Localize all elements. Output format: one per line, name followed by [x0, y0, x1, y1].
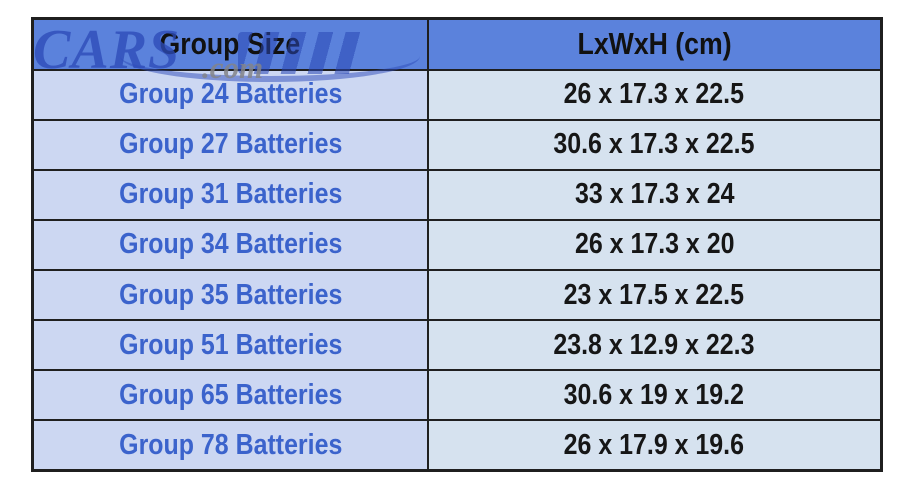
group-cell: Group 51 Batteries [31, 319, 429, 372]
table-row: Group 31 Batteries 33 x 17.3 x 24 [31, 168, 883, 221]
table-row: Group 78 Batteries 26 x 17.9 x 19.6 [31, 419, 883, 472]
dims-value: 30.6 x 19 x 19.2 [564, 378, 745, 411]
table-row: Group 24 Batteries 26 x 17.3 x 22.5 [31, 68, 883, 121]
table-row: Group 34 Batteries 26 x 17.3 x 20 [31, 218, 883, 272]
group-cell: Group 35 Batteries [31, 268, 429, 322]
dims-value: 30.6 x 17.3 x 22.5 [553, 128, 755, 161]
group-label: Group 24 Batteries [118, 78, 342, 111]
header-row: Group Size LxWxH (cm) [31, 17, 883, 71]
column-header-dimensions: LxWxH (cm) [426, 17, 883, 71]
group-label: Group 27 Batteries [118, 128, 342, 161]
column-header-group-size: Group Size [31, 17, 429, 71]
group-label: Group 78 Batteries [118, 428, 342, 461]
dims-value: 23.8 x 12.9 x 22.3 [553, 328, 755, 361]
table-row: Group 35 Batteries 23 x 17.5 x 22.5 [31, 268, 883, 322]
group-label: Group 31 Batteries [118, 178, 342, 211]
table-row: Group 51 Batteries 23.8 x 12.9 x 22.3 [31, 319, 883, 372]
group-cell: Group 31 Batteries [31, 168, 429, 221]
dims-cell: 26 x 17.3 x 20 [426, 218, 883, 272]
dims-value: 33 x 17.3 x 24 [574, 178, 734, 211]
dims-cell: 23.8 x 12.9 x 22.3 [426, 319, 883, 372]
group-cell: Group 27 Batteries [31, 118, 429, 171]
dims-value: 23 x 17.5 x 22.5 [564, 278, 745, 311]
group-cell: Group 24 Batteries [31, 68, 429, 121]
group-cell: Group 65 Batteries [31, 369, 429, 422]
column-header-group-size-label: Group Size [159, 26, 301, 62]
group-label: Group 35 Batteries [118, 278, 342, 311]
dims-cell: 33 x 17.3 x 24 [426, 168, 883, 221]
dims-value: 26 x 17.3 x 20 [574, 228, 734, 261]
dims-cell: 26 x 17.3 x 22.5 [426, 68, 883, 121]
dims-value: 26 x 17.3 x 22.5 [564, 78, 745, 111]
group-label: Group 65 Batteries [118, 378, 342, 411]
group-label: Group 34 Batteries [118, 228, 342, 261]
dims-cell: 30.6 x 19 x 19.2 [426, 369, 883, 422]
group-label: Group 51 Batteries [118, 328, 342, 361]
battery-dimensions-table: Group Size LxWxH (cm) Group 24 Batteries… [31, 17, 883, 472]
group-cell: Group 78 Batteries [31, 419, 429, 472]
dims-cell: 30.6 x 17.3 x 22.5 [426, 118, 883, 171]
table-row: Group 27 Batteries 30.6 x 17.3 x 22.5 [31, 118, 883, 171]
column-header-dimensions-label: LxWxH (cm) [577, 26, 732, 62]
dims-cell: 23 x 17.5 x 22.5 [426, 268, 883, 322]
group-cell: Group 34 Batteries [31, 218, 429, 272]
table-row: Group 65 Batteries 30.6 x 19 x 19.2 [31, 369, 883, 422]
dims-cell: 26 x 17.9 x 19.6 [426, 419, 883, 472]
dims-value: 26 x 17.9 x 19.6 [564, 428, 745, 461]
